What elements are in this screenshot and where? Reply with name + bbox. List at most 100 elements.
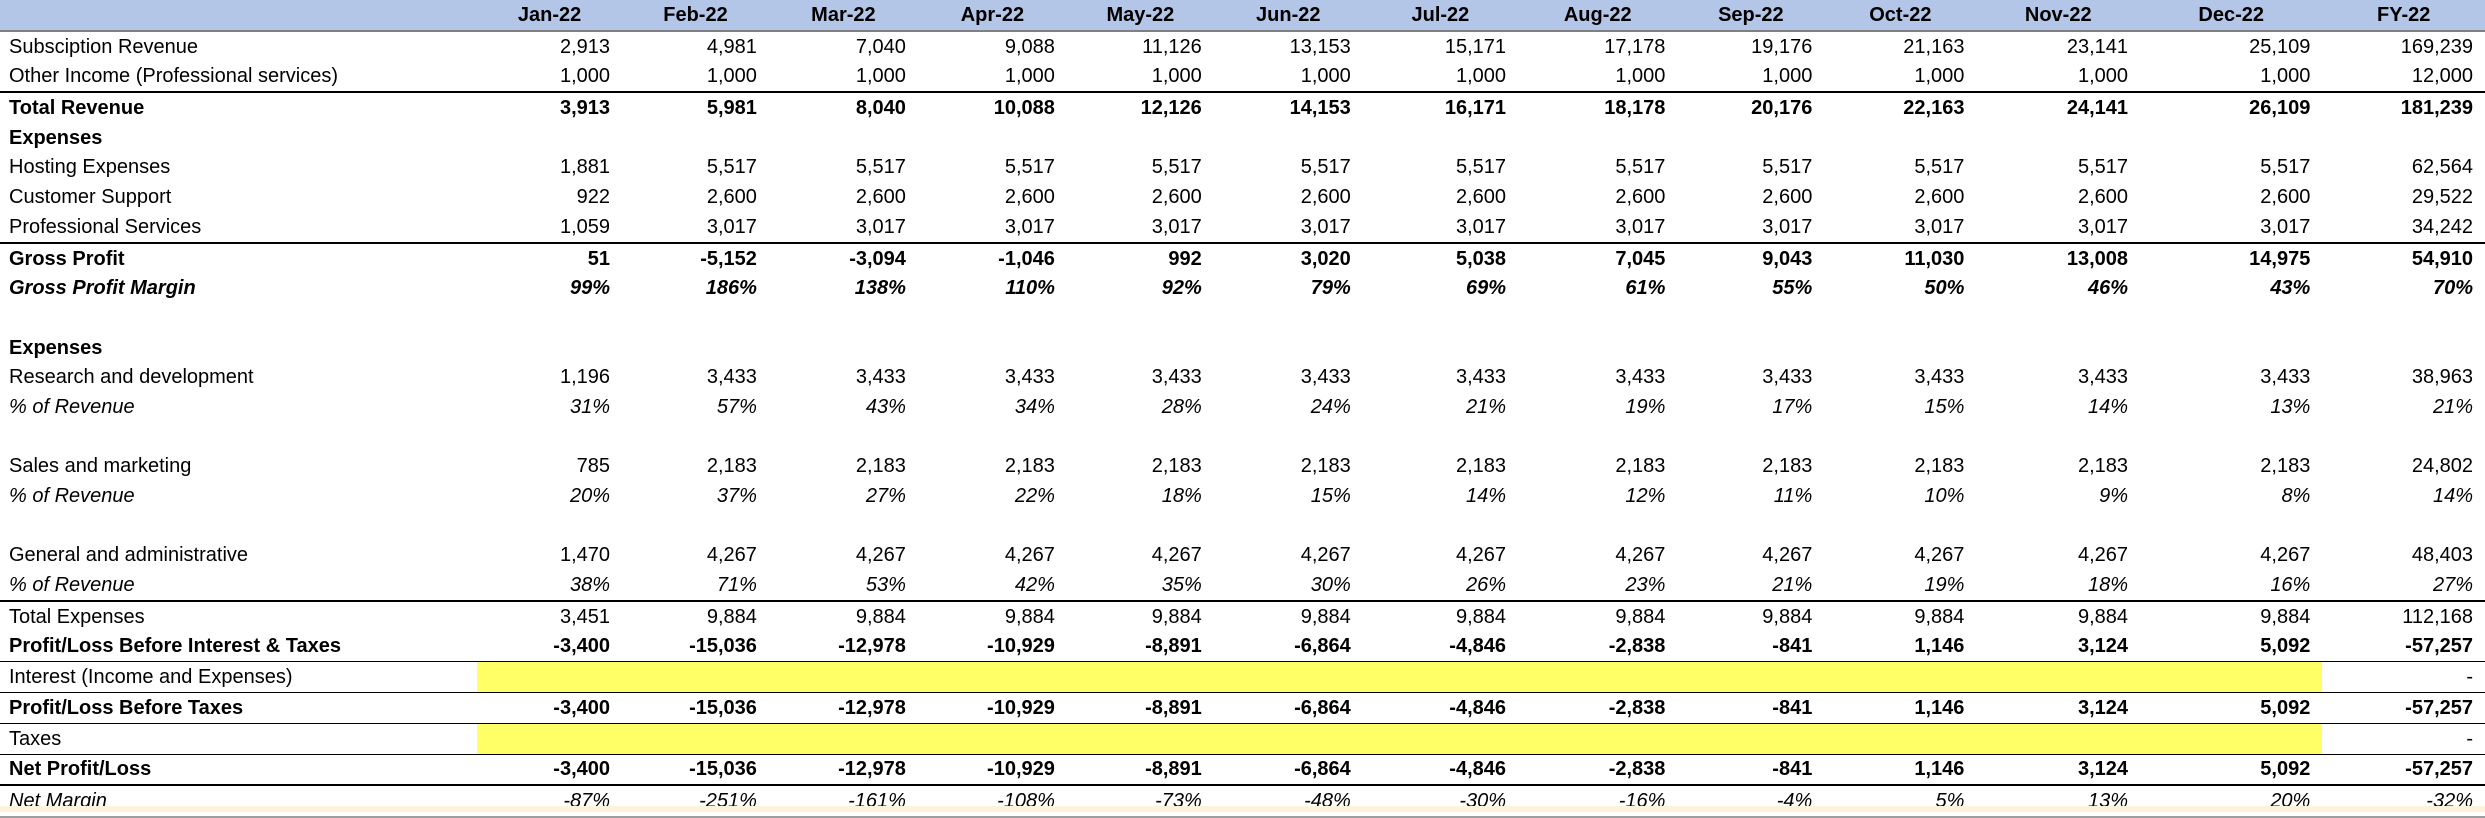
value-cell[interactable]: -3,400 xyxy=(553,758,611,781)
value-cell[interactable]: 21% xyxy=(2432,395,2473,418)
value-cell[interactable]: 19% xyxy=(1625,395,1666,418)
value-cell[interactable] xyxy=(1518,123,1677,153)
month-header-cell[interactable]: Oct-22 xyxy=(1824,0,1977,32)
value-cell[interactable]: 35% xyxy=(1161,574,1202,597)
value-cell[interactable]: -12,978 xyxy=(838,635,906,658)
row-label-cell[interactable]: Research and development xyxy=(9,366,254,389)
input-cell[interactable] xyxy=(622,661,769,694)
row-label-cell[interactable]: Expenses xyxy=(9,126,103,149)
value-cell[interactable]: 2,183 xyxy=(2077,455,2129,478)
value-cell[interactable]: 3,433 xyxy=(1914,366,1965,389)
value-cell[interactable] xyxy=(1824,333,1976,363)
value-cell[interactable]: 1,000 xyxy=(1455,65,1507,88)
value-cell[interactable]: 3,451 xyxy=(477,600,623,632)
value-cell[interactable] xyxy=(1067,422,1214,452)
value-cell[interactable]: -87% xyxy=(477,784,623,818)
value-cell[interactable] xyxy=(769,303,918,333)
row-label-cell[interactable]: % of Revenue xyxy=(9,395,135,418)
value-cell[interactable]: 14,153 xyxy=(1213,91,1363,124)
value-cell[interactable]: -12,978 xyxy=(838,696,906,719)
value-cell[interactable]: 3,433 xyxy=(2260,366,2311,389)
value-cell[interactable]: 9,884 xyxy=(1066,600,1214,632)
value-cell[interactable] xyxy=(1677,422,1824,452)
value-cell[interactable]: 31% xyxy=(569,395,611,418)
value-cell[interactable]: 23% xyxy=(1625,574,1666,597)
value-cell[interactable]: -15,036 xyxy=(689,635,757,658)
value-cell[interactable]: 5,517 xyxy=(706,156,757,179)
value-cell[interactable] xyxy=(1518,303,1677,333)
value-cell[interactable]: 3,017 xyxy=(2077,215,2129,238)
value-cell[interactable]: 922 xyxy=(576,186,611,209)
value-cell[interactable]: 61% xyxy=(1625,277,1666,300)
value-cell[interactable] xyxy=(2140,303,2322,333)
value-cell[interactable]: -4,846 xyxy=(1449,758,1507,781)
value-cell[interactable]: 4,267 xyxy=(2077,544,2129,567)
month-header-cell[interactable]: Aug-22 xyxy=(1518,0,1678,32)
value-cell[interactable] xyxy=(1363,123,1518,153)
value-cell[interactable]: - xyxy=(2322,722,2485,755)
value-cell[interactable]: 4,267 xyxy=(855,544,906,567)
value-cell[interactable]: 26% xyxy=(1465,574,1507,597)
value-cell[interactable]: 1,000 xyxy=(1762,65,1813,88)
value-cell[interactable]: 4,267 xyxy=(1004,544,1055,567)
value-cell[interactable]: 3,433 xyxy=(1615,366,1666,389)
value-cell[interactable]: 2,183 xyxy=(855,455,906,478)
value-cell[interactable]: 55% xyxy=(1772,277,1813,300)
value-cell[interactable]: 2,600 xyxy=(1914,186,1965,209)
value-cell[interactable]: 13,008 xyxy=(1976,241,2141,274)
value-cell[interactable]: 50% xyxy=(1924,277,1965,300)
value-cell[interactable]: 4,267 xyxy=(706,544,757,567)
value-cell[interactable] xyxy=(477,303,622,333)
value-cell[interactable]: 16,171 xyxy=(1362,91,1519,124)
value-cell[interactable]: 5,981 xyxy=(622,91,769,124)
value-cell[interactable]: 28% xyxy=(1161,395,1202,418)
value-cell[interactable] xyxy=(1976,511,2140,541)
header-corner-cell[interactable] xyxy=(0,0,478,32)
input-cell[interactable] xyxy=(1066,661,1214,694)
row-label-cell[interactable]: Profit/Loss Before Interest & Taxes xyxy=(9,635,341,658)
input-cell[interactable] xyxy=(1213,722,1363,755)
value-cell[interactable] xyxy=(1677,123,1824,153)
value-cell[interactable]: -57,257 xyxy=(2405,635,2473,658)
value-cell[interactable]: 14% xyxy=(2087,395,2129,418)
value-cell[interactable]: 1,470 xyxy=(559,544,611,567)
row-label-cell[interactable]: Total Revenue xyxy=(0,91,478,124)
value-cell[interactable]: 3,017 xyxy=(1615,215,1666,238)
value-cell[interactable]: 1,000 xyxy=(2260,65,2311,88)
value-cell[interactable]: 5,092 xyxy=(2260,635,2311,658)
input-cell[interactable] xyxy=(1518,722,1678,755)
value-cell[interactable]: -4,846 xyxy=(1449,696,1507,719)
value-cell[interactable]: 3,433 xyxy=(1151,366,1202,389)
row-label-cell[interactable]: Other Income (Professional services) xyxy=(9,65,339,88)
value-cell[interactable] xyxy=(1976,123,2140,153)
value-cell[interactable]: 92% xyxy=(1161,277,1202,300)
value-cell[interactable] xyxy=(1824,123,1976,153)
value-cell[interactable]: 15% xyxy=(1310,485,1351,507)
value-cell[interactable]: 3,433 xyxy=(1455,366,1507,389)
value-cell[interactable] xyxy=(1214,511,1363,541)
value-cell[interactable]: 2,183 xyxy=(1151,455,1202,478)
value-cell[interactable]: 5,517 xyxy=(1151,156,1202,179)
month-header-cell[interactable]: May-22 xyxy=(1066,0,1214,32)
value-cell[interactable]: -5,152 xyxy=(622,241,769,274)
value-cell[interactable] xyxy=(918,303,1067,333)
input-cell[interactable] xyxy=(768,722,918,755)
value-cell[interactable]: 3,433 xyxy=(1300,366,1351,389)
value-cell[interactable]: 9% xyxy=(2099,485,2129,507)
value-cell[interactable]: 3,433 xyxy=(855,366,906,389)
value-cell[interactable]: 1,000 xyxy=(1004,65,1055,88)
value-cell[interactable]: 3,124 xyxy=(2077,696,2129,719)
value-cell[interactable]: 5,517 xyxy=(1004,156,1055,179)
value-cell[interactable]: -6,864 xyxy=(1294,635,1351,658)
value-cell[interactable]: -3,400 xyxy=(553,635,611,658)
row-label-cell[interactable]: Taxes xyxy=(0,722,478,755)
value-cell[interactable]: 992 xyxy=(1066,241,1214,274)
value-cell[interactable]: 3,433 xyxy=(2077,366,2129,389)
value-cell[interactable]: -8,891 xyxy=(1145,696,1202,719)
value-cell[interactable]: 3,017 xyxy=(1762,215,1813,238)
value-cell[interactable] xyxy=(622,422,769,452)
value-cell[interactable] xyxy=(1824,422,1976,452)
value-cell[interactable] xyxy=(1824,303,1976,333)
value-cell[interactable] xyxy=(622,303,769,333)
value-cell[interactable]: 9,884 xyxy=(2140,600,2323,632)
